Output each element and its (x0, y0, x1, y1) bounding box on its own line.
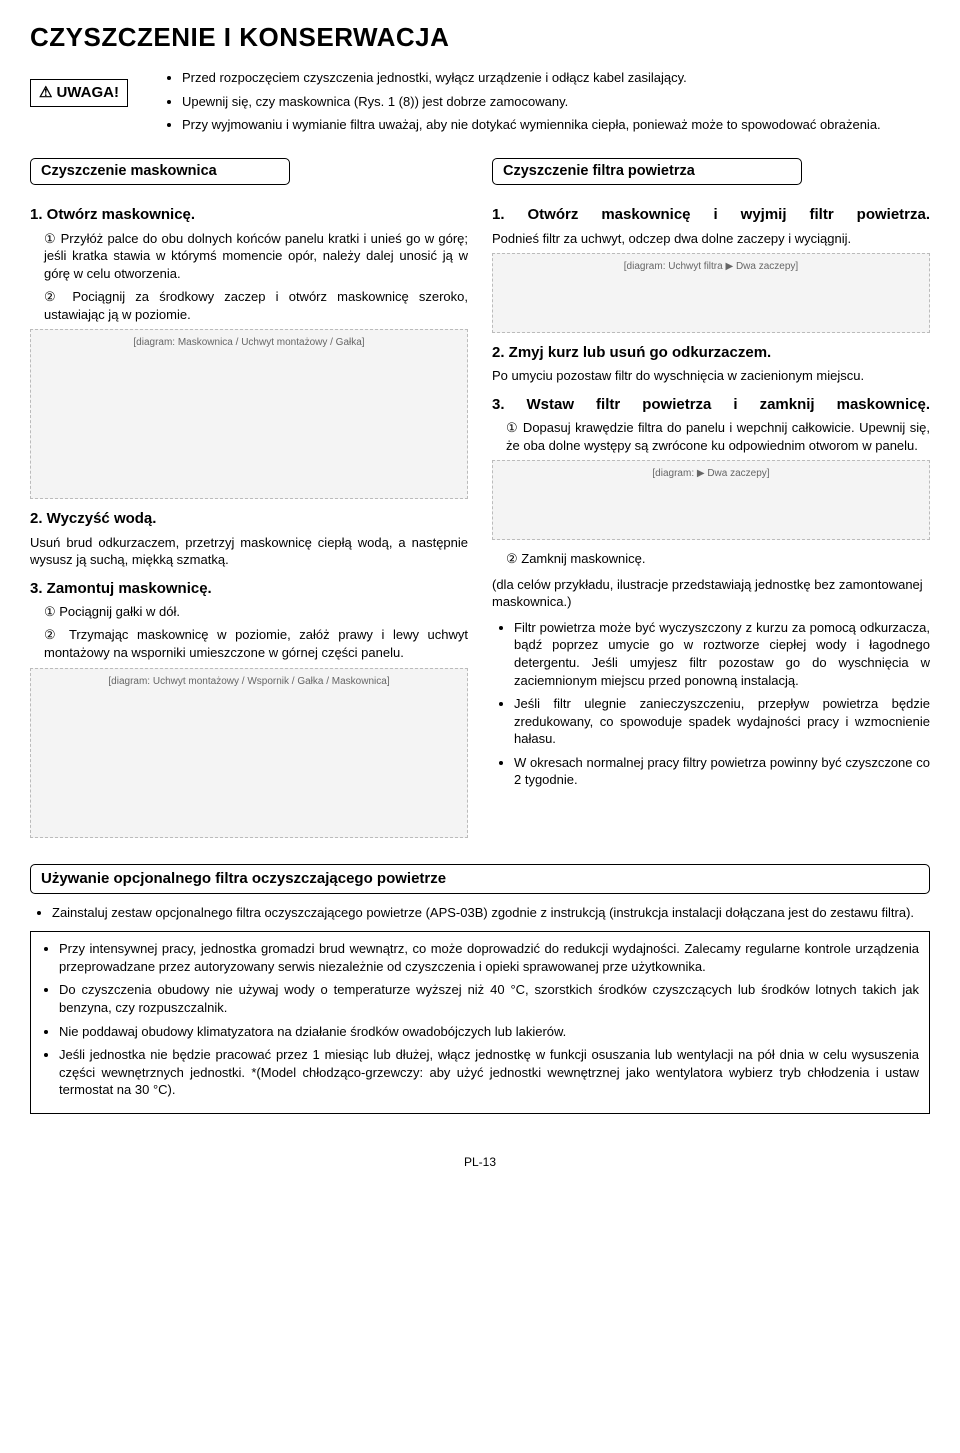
bottom-box: Przy intensywnej pracy, jednostka gromad… (30, 931, 930, 1113)
warning-block: ⚠ UWAGA! Przed rozpoczęciem czyszczenia … (30, 69, 930, 140)
left-heading: Czyszczenie maskownica (30, 158, 290, 186)
warning-item: Upewnij się, czy maskownica (Rys. 1 (8))… (182, 93, 930, 111)
right-step1-title: 1. Otwórz maskownicę i wyjmij filtr powi… (492, 205, 930, 225)
right-bullet: Filtr powietrza może być wyczyszczony z … (514, 619, 930, 689)
left-step3-b: ② Trzymając maskownicę w poziomie, załóż… (44, 626, 468, 661)
right-column: Czyszczenie filtra powietrza 1. Otwórz m… (492, 158, 930, 848)
right-step2-title: 2. Zmyj kurz lub usuń go odkurzaczem. (492, 343, 930, 363)
warning-label: ⚠ UWAGA! (30, 79, 128, 107)
right-step3-title: 3. Wstaw filtr powietrza i zamknij masko… (492, 395, 930, 415)
figure-placeholder: [diagram: Uchwyt filtra ▶ Dwa zaczepy] (492, 253, 930, 333)
left-step3-title: 3. Zamontuj maskownicę. (30, 579, 468, 599)
box-item: Przy intensywnej pracy, jednostka gromad… (59, 940, 919, 975)
left-step2-title: 2. Wyczyść wodą. (30, 509, 468, 529)
left-column: Czyszczenie maskownica 1. Otwórz maskown… (30, 158, 468, 848)
page-number: PL-13 (30, 1154, 930, 1170)
optional-list: Zainstaluj zestaw opcjonalnego filtra oc… (52, 904, 930, 922)
box-item: Jeśli jednostka nie będzie pracować prze… (59, 1046, 919, 1099)
right-step2-text: Po umyciu pozostaw filtr do wyschnięcia … (492, 367, 930, 385)
figure-placeholder: [diagram: Uchwyt montażowy / Wspornik / … (30, 668, 468, 838)
warning-list: Przed rozpoczęciem czyszczenia jednostki… (164, 69, 930, 140)
left-step1-title: 1. Otwórz maskownicę. (30, 205, 468, 225)
warning-icon: ⚠ (39, 83, 52, 103)
right-paren-note: (dla celów przykładu, ilustracje przedst… (492, 576, 930, 611)
left-step2-text: Usuń brud odkurzaczem, przetrzyj maskown… (30, 534, 468, 569)
box-item: Nie poddawaj obudowy klimatyzatora na dz… (59, 1023, 919, 1041)
right-step1-text: Podnieś filtr za uchwyt, odczep dwa doln… (492, 230, 930, 248)
figure-placeholder: [diagram: Maskownica / Uchwyt montażowy … (30, 329, 468, 499)
optional-heading: Używanie opcjonalnego filtra oczyszczają… (30, 864, 930, 894)
warning-item: Przy wyjmowaniu i wymianie filtra uważaj… (182, 116, 930, 134)
right-heading: Czyszczenie filtra powietrza (492, 158, 802, 186)
left-step3-a: ① Pociągnij gałki w dół. (44, 603, 468, 621)
right-bullets: Filtr powietrza może być wyczyszczony z … (514, 619, 930, 789)
figure-placeholder: [diagram: ▶ Dwa zaczepy] (492, 460, 930, 540)
optional-item: Zainstaluj zestaw opcjonalnego filtra oc… (52, 904, 930, 922)
right-bullet: W okresach normalnej pracy filtry powiet… (514, 754, 930, 789)
left-step1-a: ① Przyłóż palce do obu dolnych końców pa… (44, 230, 468, 283)
right-step3-b: ② Zamknij maskownicę. (506, 550, 930, 568)
right-bullet: Jeśli filtr ulegnie zanieczyszczeniu, pr… (514, 695, 930, 748)
right-step3-a: ① Dopasuj krawędzie filtra do panelu i w… (506, 419, 930, 454)
page-title: CZYSZCZENIE I KONSERWACJA (30, 20, 930, 55)
warning-text: UWAGA! (56, 83, 119, 103)
left-step1-b: ② Pociągnij za środkowy zaczep i otwórz … (44, 288, 468, 323)
warning-item: Przed rozpoczęciem czyszczenia jednostki… (182, 69, 930, 87)
box-item: Do czyszczenia obudowy nie używaj wody o… (59, 981, 919, 1016)
